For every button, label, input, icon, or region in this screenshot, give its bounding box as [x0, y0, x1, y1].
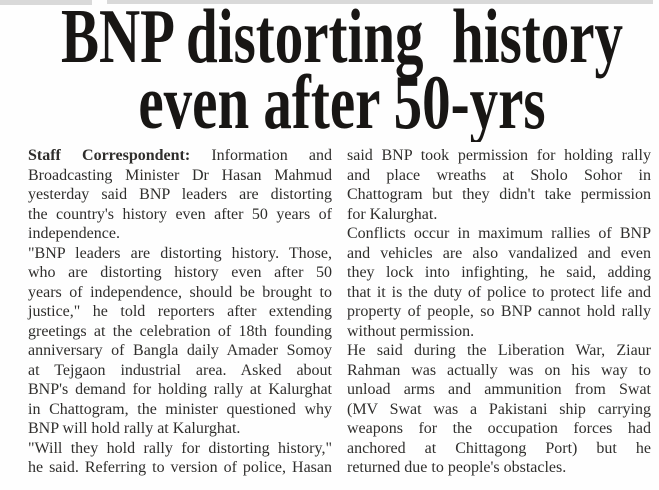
article-headline: BNP distorting history even after 50-yrs [61, 0, 623, 142]
scan-edge-artifact-right [107, 0, 653, 4]
article-line-byline: Staff Correspondent: Information and [28, 146, 332, 166]
article-line: Rahman was actually was on his way to [347, 361, 651, 379]
article-line: "BNP leaders are distorting history. Tho… [28, 244, 332, 262]
article-line: justice," he told reporters after extend… [28, 303, 332, 320]
article-line: Conflicts occur in maximum rallies of BN… [347, 225, 651, 242]
article-line: they lock into infighting, he said, addi… [347, 264, 651, 281]
article-body: Staff Correspondent: Information and Bro… [28, 146, 651, 478]
article-line: the country's history even after 50 year… [28, 205, 332, 223]
article-column-right: said BNP took permission for holding ral… [347, 146, 651, 478]
article-line: years of independence, should be brought… [28, 283, 332, 301]
headline-line-1: BNP distorting history [61, 0, 623, 79]
article-line: Broadcasting Minister Dr Hasan Mahmud [28, 166, 332, 184]
article-line: BNP's demand for holding rally at Kalurg… [28, 381, 332, 398]
article-line: anchored at Chittagong Port) but he [347, 439, 651, 457]
article-column-left: Staff Correspondent: Information and Bro… [28, 146, 332, 478]
article-line: unload arms and ammunition from Swat [347, 381, 651, 398]
article-line: anniversary of Bangla daily Amader Somoy [28, 342, 332, 359]
article-line: at Tejgaon industrial area. Asked about [28, 361, 332, 379]
article-line: (MV Swat was a Pakistani ship carrying [347, 400, 651, 418]
byline-label: Staff Correspondent: [28, 147, 191, 164]
article-line: he said. Referring to version of police,… [28, 459, 332, 476]
article-line: who are distorting history even after 50 [28, 264, 332, 281]
article-line: He said during the Liberation War, Ziaur [347, 342, 651, 359]
byline-text: Information and [190, 147, 333, 164]
article-line: independence. [28, 225, 120, 242]
article-line: BNP will hold rally at Kalurghat. [28, 420, 241, 437]
article-line: and place wreaths at Sholo Sohor in [347, 166, 651, 184]
article-line: property of people, so BNP cannot hold r… [347, 303, 651, 320]
article-line: returned due to people's obstacles. [347, 459, 567, 476]
scan-edge-artifact-left [0, 0, 92, 5]
article-line: yesterday said BNP leaders are distortin… [28, 186, 332, 203]
article-line: and vehicles are also vandalized and eve… [347, 244, 651, 262]
article-line: Chattogram but they didn't take permissi… [347, 186, 651, 203]
article-line: for Kalurghat. [347, 205, 438, 223]
article-line: greetings at the celebration of 18th fou… [28, 322, 332, 340]
article-line: said BNP took permission for holding ral… [347, 147, 651, 164]
article-line: without permission. [347, 322, 475, 340]
article-line: in Chattogram, the minister questioned w… [28, 400, 332, 418]
article-line: that it is the duty of police to protect… [347, 283, 651, 301]
article-line: "Will they hold rally for distorting his… [28, 439, 332, 457]
headline-line-2: even after 50-yrs [138, 60, 545, 142]
article-line: weapons for the occupation forces had [347, 420, 651, 437]
